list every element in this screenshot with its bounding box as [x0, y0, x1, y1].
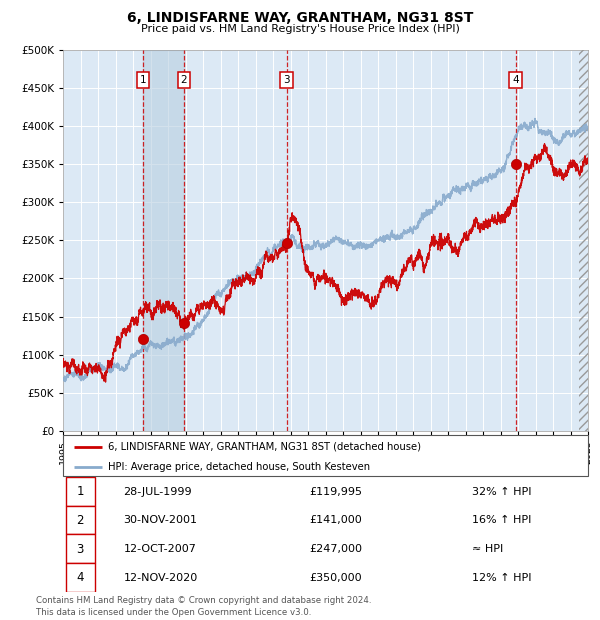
Text: £119,995: £119,995	[310, 487, 362, 497]
Text: 4: 4	[77, 571, 84, 584]
Text: 32% ↑ HPI: 32% ↑ HPI	[473, 487, 532, 497]
Text: 1: 1	[77, 485, 84, 498]
Point	[511, 159, 521, 169]
Text: 16% ↑ HPI: 16% ↑ HPI	[473, 515, 532, 525]
Text: 12-OCT-2007: 12-OCT-2007	[124, 544, 196, 554]
Text: 3: 3	[77, 542, 84, 556]
Point	[179, 319, 189, 329]
Text: 2: 2	[77, 514, 84, 527]
Text: 3: 3	[283, 75, 290, 85]
Text: 30-NOV-2001: 30-NOV-2001	[124, 515, 197, 525]
FancyBboxPatch shape	[65, 534, 95, 563]
Text: 28-JUL-1999: 28-JUL-1999	[124, 487, 192, 497]
FancyBboxPatch shape	[65, 477, 95, 505]
Text: 12-NOV-2020: 12-NOV-2020	[124, 573, 197, 583]
Text: 2: 2	[181, 75, 187, 85]
Bar	[143, 50, 184, 431]
Text: £141,000: £141,000	[310, 515, 362, 525]
Text: £247,000: £247,000	[310, 544, 362, 554]
FancyBboxPatch shape	[65, 505, 95, 534]
FancyBboxPatch shape	[63, 435, 588, 476]
FancyBboxPatch shape	[65, 563, 95, 591]
Point	[282, 237, 292, 247]
Text: 6, LINDISFARNE WAY, GRANTHAM, NG31 8ST: 6, LINDISFARNE WAY, GRANTHAM, NG31 8ST	[127, 11, 473, 25]
Bar	[579, 50, 588, 431]
Text: 6, LINDISFARNE WAY, GRANTHAM, NG31 8ST (detached house): 6, LINDISFARNE WAY, GRANTHAM, NG31 8ST (…	[107, 441, 421, 451]
Text: 1: 1	[140, 75, 146, 85]
Text: 12% ↑ HPI: 12% ↑ HPI	[473, 573, 532, 583]
Text: 4: 4	[512, 75, 519, 85]
Text: Price paid vs. HM Land Registry's House Price Index (HPI): Price paid vs. HM Land Registry's House …	[140, 24, 460, 33]
Bar	[579, 50, 588, 431]
Text: HPI: Average price, detached house, South Kesteven: HPI: Average price, detached house, Sout…	[107, 462, 370, 472]
Text: £350,000: £350,000	[310, 573, 362, 583]
Text: Contains HM Land Registry data © Crown copyright and database right 2024.
This d: Contains HM Land Registry data © Crown c…	[36, 596, 371, 618]
Point	[138, 334, 148, 344]
Text: ≈ HPI: ≈ HPI	[473, 544, 504, 554]
